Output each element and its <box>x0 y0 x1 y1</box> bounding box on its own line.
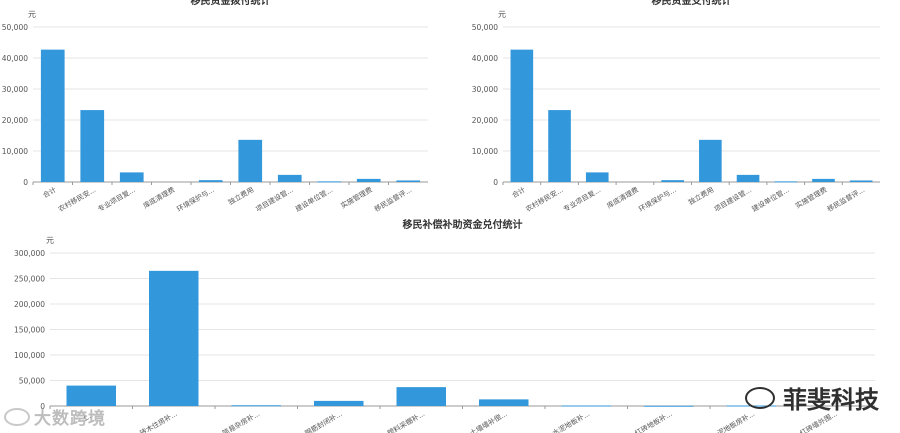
x-category-label: 建设单位管... <box>750 185 791 214</box>
chart-title: 移民资金拨付统计 <box>191 0 271 7</box>
wechat-logo-icon <box>745 386 775 409</box>
x-category-label: 移民监督评... <box>826 185 867 214</box>
bar <box>736 174 760 182</box>
x-category-label: 水泥地板补... <box>551 409 592 433</box>
bar <box>119 172 144 182</box>
bar <box>396 180 421 182</box>
bar <box>277 174 302 182</box>
watermark-left: 大数跨境 <box>4 404 106 429</box>
y-tick-label: 20,000 <box>472 116 498 125</box>
x-category-label: 项目建设管... <box>712 185 753 214</box>
bar <box>80 110 105 182</box>
x-category-label: 环境保护与... <box>175 185 216 214</box>
bar <box>396 387 446 406</box>
y-tick-label: 40,000 <box>2 54 28 63</box>
y-tick-label: 40,000 <box>472 54 498 63</box>
x-category-label: 农村移民安... <box>524 185 565 214</box>
y-tick-label: 150,000 <box>14 326 45 335</box>
x-category-label: 环境保护与... <box>637 185 678 214</box>
bar <box>317 181 342 183</box>
x-category-label: 实施管理费 <box>794 185 829 210</box>
x-category-label: 钢筋封闭补... <box>303 409 344 433</box>
watermark-right: 菲斐科技 <box>745 380 879 415</box>
bar <box>198 180 223 182</box>
y-tick-label: 0 <box>23 178 28 187</box>
bar <box>548 110 571 182</box>
y-tick-label: 20,000 <box>2 116 28 125</box>
x-category-label: 红砖地板补... <box>633 409 674 433</box>
x-category-label: 塑料采棚补... <box>386 409 427 433</box>
x-category-label: 简易杂房补... <box>221 409 262 433</box>
bar <box>812 178 835 182</box>
y-tick-label: 0 <box>493 178 498 187</box>
y-tick-label: 50,000 <box>2 23 28 32</box>
x-category-label: 合计 <box>41 185 58 200</box>
chart-title: 移民补偿补助资金兑付统计 <box>403 218 523 231</box>
x-category-label: 专业项目复... <box>562 185 603 214</box>
watermark-logo-icon <box>4 408 30 426</box>
bar <box>585 172 609 182</box>
x-category-label: 移民监督评... <box>373 185 414 214</box>
y-tick-label: 50,000 <box>19 377 45 386</box>
y-axis-unit: 元 <box>28 10 36 19</box>
bar <box>149 270 199 406</box>
bar <box>561 405 611 407</box>
bar <box>231 405 281 407</box>
bar <box>661 180 684 182</box>
x-category-label: 农村移民安... <box>57 185 98 214</box>
y-tick-label: 200,000 <box>14 300 45 309</box>
x-category-label: 建设单位管... <box>294 185 335 214</box>
bar <box>699 139 722 182</box>
y-axis-unit: 元 <box>46 236 54 245</box>
y-tick-label: 10,000 <box>472 147 498 156</box>
bar <box>849 180 873 182</box>
x-category-label: 独立费用 <box>227 185 256 207</box>
bar <box>40 49 65 182</box>
y-tick-label: 300,000 <box>14 249 45 258</box>
x-category-label: 合计 <box>510 185 527 200</box>
y-tick-label: 30,000 <box>2 85 28 94</box>
x-category-label: 专业项目复... <box>96 185 137 214</box>
y-axis-unit: 元 <box>498 10 506 19</box>
bar <box>774 181 798 183</box>
x-category-label: 项目建设管... <box>254 185 295 214</box>
y-tick-label: 100,000 <box>14 351 45 360</box>
x-category-label: 砖木住房补... <box>138 409 179 433</box>
bar <box>66 385 116 406</box>
y-tick-label: 10,000 <box>2 147 28 156</box>
x-category-label: 库底清理费 <box>141 185 176 210</box>
y-tick-label: 250,000 <box>14 275 45 284</box>
bar <box>356 178 381 182</box>
x-category-label: 库底清理费 <box>605 185 640 210</box>
x-category-label: 独立费用 <box>687 185 716 207</box>
x-category-label: 土墙墙补偿... <box>468 409 509 433</box>
y-tick-label: 30,000 <box>472 85 498 94</box>
bar <box>510 49 534 182</box>
bar <box>314 400 364 406</box>
y-tick-label: 0 <box>40 402 45 411</box>
y-tick-label: 50,000 <box>472 23 498 32</box>
x-category-label: 实施管理费 <box>339 185 374 210</box>
bar <box>238 139 263 182</box>
bar <box>644 405 694 407</box>
chart-title: 移民资金支付统计 <box>652 0 732 7</box>
bar <box>479 399 529 406</box>
